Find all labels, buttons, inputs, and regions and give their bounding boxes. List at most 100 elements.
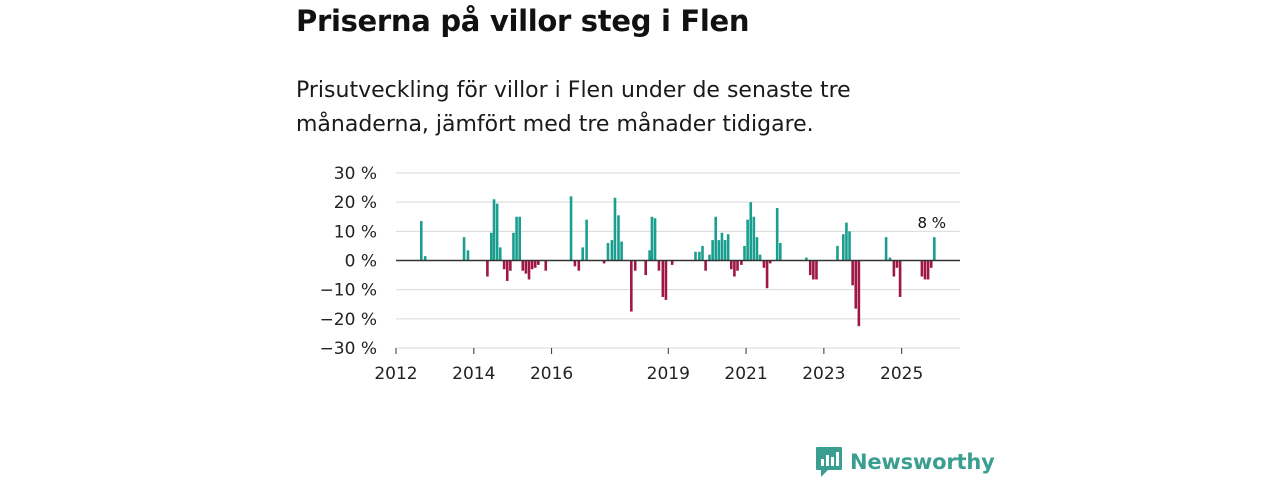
bar xyxy=(758,254,762,261)
page-title: Priserna på villor steg i Flen xyxy=(296,4,750,38)
page-subtitle: Prisutveckling för villor i Flen under d… xyxy=(296,78,851,137)
bar xyxy=(585,219,588,261)
bar xyxy=(933,237,936,261)
bar xyxy=(495,203,499,261)
bar xyxy=(854,260,858,309)
bar xyxy=(670,260,674,265)
y-tick-label: −20 % xyxy=(320,310,377,330)
bar xyxy=(694,251,697,261)
y-tick-label: 20 % xyxy=(334,193,377,213)
bar xyxy=(836,245,839,261)
bar xyxy=(808,260,812,276)
y-tick-label: 30 % xyxy=(334,164,377,184)
bar xyxy=(602,260,606,264)
bar xyxy=(778,243,782,261)
bar xyxy=(544,260,548,271)
bar xyxy=(765,260,769,289)
bars xyxy=(419,196,936,327)
bar xyxy=(657,260,661,271)
bar xyxy=(577,260,581,271)
bar xyxy=(648,250,651,261)
bar xyxy=(419,221,423,261)
bar xyxy=(613,197,617,261)
bar xyxy=(749,202,753,261)
bar xyxy=(606,243,610,261)
bar xyxy=(581,247,585,261)
bar xyxy=(633,260,637,271)
y-tick-label: 0 % xyxy=(345,252,377,272)
bar xyxy=(805,257,808,261)
bar xyxy=(533,260,537,268)
bar xyxy=(518,216,521,261)
bar xyxy=(537,260,540,265)
bar xyxy=(711,240,714,261)
bar xyxy=(509,260,512,271)
bar xyxy=(620,241,623,261)
bar xyxy=(661,260,665,297)
x-tick-label: 2014 xyxy=(452,364,495,384)
brand-name: Newsworthy xyxy=(850,450,995,474)
bar xyxy=(573,260,577,267)
x-tick-label: 2012 xyxy=(374,364,417,384)
bar xyxy=(714,216,718,261)
bar xyxy=(815,260,818,280)
bar-chart: 30 %20 %10 %0 %−10 %−20 %−30 % 2012 2014 2… xyxy=(320,164,960,384)
bar xyxy=(698,251,701,261)
y-tick-label: −30 % xyxy=(320,339,377,359)
bar xyxy=(762,260,766,268)
y-axis-labels: 30 % 20 % 10 % 0 % −10 % −20 % −30 % xyxy=(320,164,377,359)
bar xyxy=(524,260,528,274)
bar xyxy=(717,240,721,261)
bar xyxy=(505,260,509,281)
x-tick-label: 2016 xyxy=(530,364,573,384)
bar xyxy=(892,260,896,277)
x-tick-label: 2025 xyxy=(880,364,923,384)
bar xyxy=(644,260,648,276)
bar xyxy=(845,222,848,261)
bar xyxy=(486,260,489,277)
bar xyxy=(704,260,707,271)
annotations: 8 % xyxy=(917,214,946,232)
bar xyxy=(630,260,633,312)
bar xyxy=(569,196,573,261)
bar xyxy=(733,260,736,277)
bar xyxy=(920,260,924,277)
bar xyxy=(895,260,899,268)
bar xyxy=(466,250,470,261)
bar xyxy=(617,215,620,261)
bar xyxy=(726,234,730,261)
bar xyxy=(701,245,704,261)
bar xyxy=(423,256,427,261)
bar xyxy=(653,218,657,261)
bar xyxy=(857,260,861,327)
bar xyxy=(492,199,496,261)
bar xyxy=(489,232,493,261)
bar xyxy=(926,260,930,280)
x-axis: 2012 2014 2016 2019 2021 2023 2025 xyxy=(374,347,960,384)
bar xyxy=(723,240,727,261)
bar xyxy=(848,231,851,261)
brand-logo: Newsworthy xyxy=(814,444,995,480)
bar xyxy=(743,245,746,261)
bar xyxy=(923,260,927,280)
bar xyxy=(736,260,739,271)
bar xyxy=(729,260,733,270)
bar xyxy=(898,260,902,297)
bar xyxy=(812,260,815,280)
bar xyxy=(521,260,525,271)
bar xyxy=(752,216,756,261)
x-tick-label: 2019 xyxy=(647,364,690,384)
bar xyxy=(929,260,933,268)
bar xyxy=(755,237,759,261)
bar xyxy=(502,260,506,270)
bar xyxy=(768,260,772,264)
bar xyxy=(515,216,518,261)
bar xyxy=(888,257,892,261)
bar xyxy=(708,254,711,261)
bar xyxy=(720,232,724,261)
bar xyxy=(650,216,654,261)
newsworthy-logo-icon xyxy=(816,447,842,477)
bar xyxy=(884,237,888,261)
bar xyxy=(498,247,502,261)
bar xyxy=(740,260,743,265)
